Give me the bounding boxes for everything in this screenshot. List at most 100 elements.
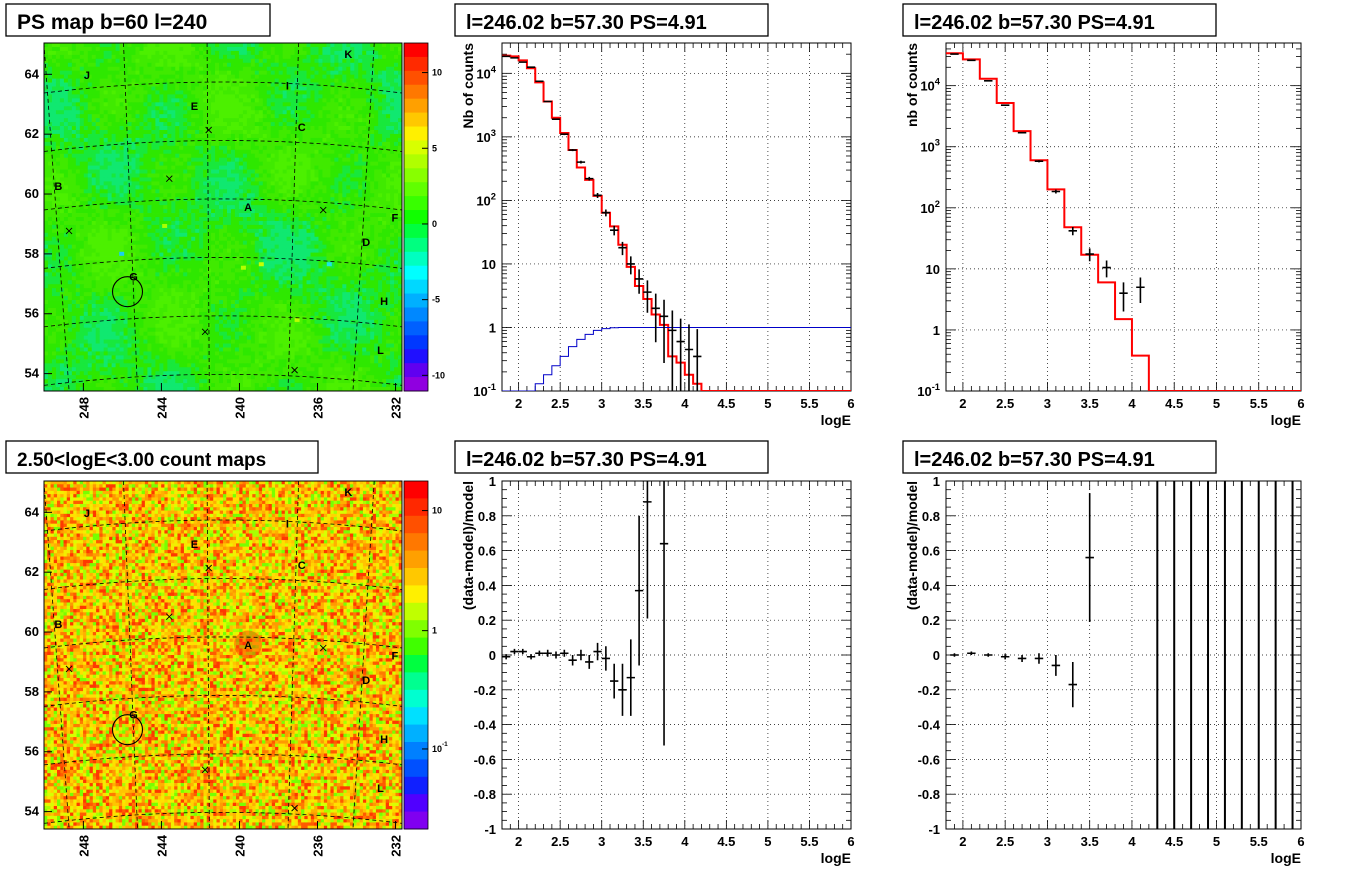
data-point: [518, 648, 527, 655]
colorbar-band: [404, 533, 428, 552]
cross-marker: [201, 766, 209, 774]
x-tick-label: 4: [1128, 396, 1136, 411]
cross-marker: [165, 613, 173, 621]
x-tick-label: 6: [847, 834, 854, 849]
data-point: [693, 329, 702, 391]
plot-series: [502, 54, 851, 391]
x-axis-label: logE: [1271, 412, 1301, 428]
y-tick-label: -1: [484, 822, 496, 837]
source-label-E: E: [191, 101, 198, 113]
data-point: [643, 280, 652, 313]
data-point: [618, 663, 627, 716]
colorbar-frame: [403, 42, 429, 392]
cross-marker: [291, 804, 298, 812]
data-point: [668, 310, 677, 391]
data-point: [967, 651, 976, 655]
y-tick-label: 0.6: [478, 544, 496, 559]
longitude-line: [43, 480, 70, 830]
gridlines: [946, 43, 1301, 391]
longitude-line: [352, 42, 375, 392]
data-point: [634, 269, 644, 294]
gridlines: [946, 481, 1301, 829]
colorbar-band: [404, 237, 428, 253]
colorbar-band: [404, 742, 428, 760]
y-tick-label: 54: [25, 804, 40, 819]
source-label-D: D: [362, 237, 370, 249]
x-tick-label: 5: [1213, 396, 1220, 411]
y-tick-label: -0.4: [474, 718, 497, 733]
x-tick-label: 4.5: [717, 834, 735, 849]
x-tick-label: 2: [515, 834, 522, 849]
y-tick-label: 60: [25, 624, 39, 639]
colorbar-2: 10 1 10-1: [403, 480, 448, 830]
x-tick-label: 3: [1044, 834, 1051, 849]
cross-marker: [205, 126, 212, 134]
source-label-A: A: [244, 202, 252, 214]
data-point: [601, 646, 611, 671]
data-point: [1068, 227, 1078, 236]
y-tick-label: -0.2: [474, 683, 496, 698]
x-tick-label: 248: [76, 835, 91, 857]
skymap-title-1: PS map b=60 l=240: [17, 11, 207, 34]
colorbar-band: [404, 568, 428, 586]
source-label-B: B: [54, 181, 62, 193]
plot-title-4-box: [454, 440, 769, 474]
y-tick-label: 1: [933, 323, 940, 338]
skymap-title-1-box: [5, 3, 271, 37]
x-tick-label: 5.5: [1250, 834, 1268, 849]
y-tick-label: -0.6: [474, 752, 496, 767]
colorbar-band: [404, 154, 428, 169]
y-tick-label: 0.2: [478, 613, 496, 628]
data-point: [576, 160, 586, 164]
source-label-J: J: [84, 508, 90, 520]
graticule: [43, 42, 403, 392]
x-tick-label: 2: [959, 396, 966, 411]
x-axis-label: logE: [821, 412, 851, 428]
x-tick-label: 6: [847, 396, 854, 411]
plot-frame: [945, 42, 1302, 392]
x-tick-label: 236: [311, 835, 326, 857]
data-point: [1034, 653, 1044, 664]
x-tick-label: 240: [232, 397, 247, 419]
colorbar-frame: [403, 480, 429, 830]
colorbar-band: [404, 265, 428, 281]
data-point: [560, 649, 569, 657]
colorbar-band: [404, 140, 428, 155]
colorbar-band: [404, 307, 428, 322]
source-label-A: A: [244, 640, 252, 652]
y-tick-label: 104: [476, 64, 496, 81]
x-axis-label: logE: [1271, 850, 1301, 866]
plot-title-5: l=246.02 b=57.30 PS=4.91: [914, 449, 1155, 471]
x-tick-label: 232: [389, 835, 404, 857]
plot-4: 2 2.5 3 3.5 4 4.5 5 5.5 6 -1 -0.8 -0.6 -0.4 -0.2 0 0.2 0…: [460, 474, 855, 866]
colorbar-band: [404, 70, 428, 86]
colorbar-band: [404, 585, 428, 604]
data-point: [593, 642, 602, 661]
source-label-I: I: [286, 80, 289, 92]
y-tick-label: 10: [482, 257, 496, 272]
circled-source-marker: [111, 714, 144, 746]
x-tick-label: 5: [764, 396, 771, 411]
plot-title-1-box: [454, 3, 769, 37]
x-tick-label: 5: [1213, 834, 1220, 849]
x-tick-label: 244: [154, 834, 169, 856]
data-point: [1051, 655, 1061, 676]
y-axis-label: nb of counts: [904, 43, 920, 127]
source-label-I: I: [286, 518, 289, 530]
data-point: [1051, 189, 1061, 194]
data-point: [576, 649, 586, 661]
latitude-line: [43, 315, 403, 328]
data-point: [659, 481, 669, 746]
latitude-line: [43, 811, 403, 824]
longitude-line: [352, 480, 375, 830]
data-point: [1085, 493, 1094, 622]
plot-series: [502, 481, 669, 746]
plot-title-5-box: [902, 440, 1217, 474]
latitude-line: [43, 519, 403, 532]
colorbar-tick-label: 1: [432, 626, 437, 636]
x-tick-label: 5.5: [1250, 396, 1268, 411]
y-tick-label: 54: [25, 366, 40, 381]
cross-marker: [65, 227, 73, 235]
colorbar-band: [404, 251, 428, 267]
